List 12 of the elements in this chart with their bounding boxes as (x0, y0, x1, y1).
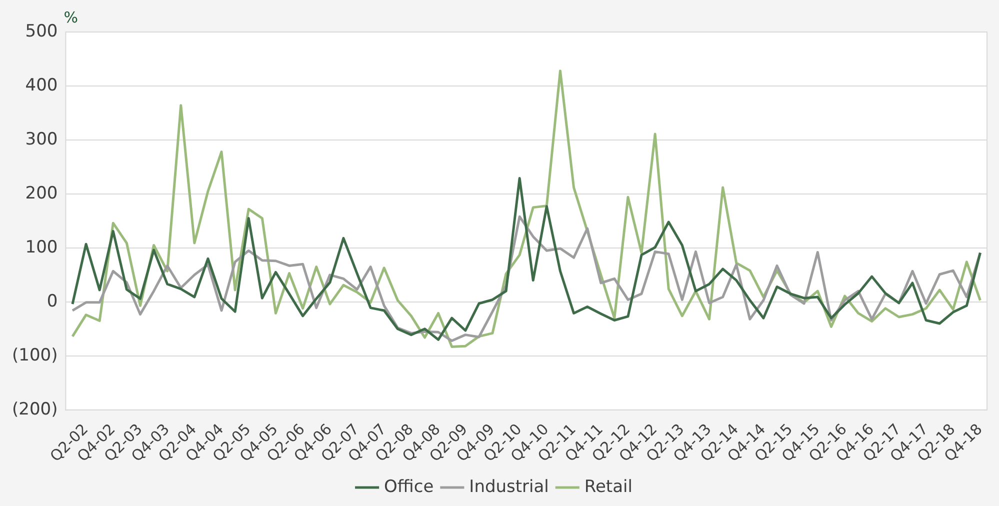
y-tick-label: 0 (46, 291, 58, 312)
y-tick-label: 300 (25, 129, 58, 150)
y-tick-label: (200) (12, 399, 58, 420)
legend-label: Industrial (469, 476, 549, 497)
legend-label: Retail (584, 476, 632, 497)
y-tick-label: (100) (12, 345, 58, 366)
y-axis-title: % (64, 8, 78, 26)
y-tick-label: 200 (25, 183, 58, 204)
y-tick-label: 400 (25, 75, 58, 96)
y-tick-label: 100 (25, 237, 58, 258)
y-tick-label: 500 (25, 21, 58, 42)
legend-label: Office (384, 476, 434, 497)
